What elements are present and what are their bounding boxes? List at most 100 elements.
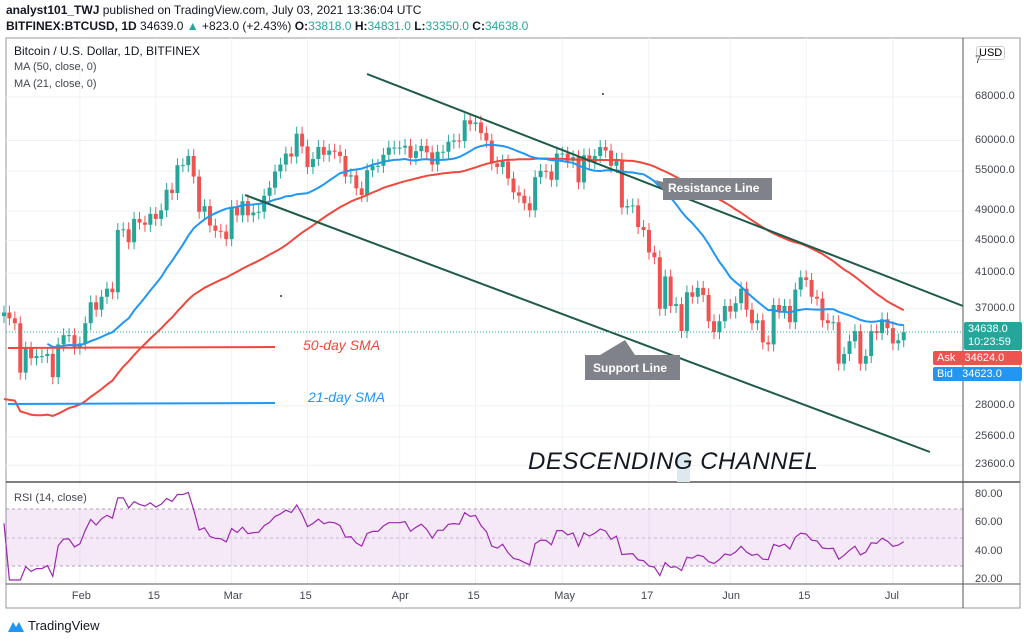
candle bbox=[489, 140, 494, 164]
candle bbox=[310, 159, 315, 168]
candle bbox=[852, 331, 857, 342]
candle bbox=[614, 159, 619, 166]
candle bbox=[115, 230, 120, 293]
candle bbox=[793, 289, 798, 323]
candle bbox=[646, 230, 651, 253]
tradingview-icon bbox=[8, 621, 24, 632]
ma50-legend[interactable]: MA (50, close, 0) bbox=[14, 61, 97, 73]
candle bbox=[549, 171, 554, 180]
candle bbox=[164, 189, 169, 211]
candle bbox=[771, 305, 776, 345]
candle bbox=[121, 229, 126, 231]
candle bbox=[652, 252, 657, 258]
candle bbox=[630, 205, 635, 207]
ma21-line bbox=[46, 143, 904, 349]
candle bbox=[191, 155, 196, 177]
rsi-legend[interactable]: RSI (14, close) bbox=[14, 492, 87, 504]
candle bbox=[668, 276, 673, 306]
candle bbox=[148, 213, 153, 225]
c-label: C: bbox=[472, 19, 485, 33]
marker-dot bbox=[602, 93, 604, 95]
tradingview-logo[interactable]: TradingView bbox=[8, 618, 100, 633]
candle bbox=[787, 305, 792, 323]
publish-info: analyst101_TWJ published on TradingView.… bbox=[6, 3, 421, 17]
candle bbox=[354, 175, 359, 189]
candle bbox=[576, 157, 581, 183]
candle bbox=[61, 335, 66, 345]
candle bbox=[245, 201, 250, 216]
price-tick: 68000.0 bbox=[975, 90, 1015, 102]
candle bbox=[587, 155, 592, 163]
candle bbox=[538, 170, 543, 178]
rsi-tick: 80.00 bbox=[975, 488, 1003, 500]
candle bbox=[533, 177, 538, 211]
candle bbox=[343, 155, 348, 177]
ma21-legend[interactable]: MA (21, close, 0) bbox=[14, 78, 97, 90]
last-price-value: 34638.0 bbox=[968, 323, 1008, 335]
symbol-bar: BITFINEX:BTCUSD, 1D 34639.0 ▲ +823.0 (+2… bbox=[6, 19, 528, 33]
candle bbox=[397, 147, 402, 149]
candle bbox=[592, 155, 597, 163]
candle bbox=[798, 277, 803, 290]
price-tick: 45000.0 bbox=[975, 233, 1015, 246]
date-tick: 15 bbox=[798, 590, 811, 602]
candle bbox=[603, 146, 608, 151]
candle bbox=[885, 319, 890, 329]
currency-button[interactable]: USD bbox=[976, 46, 1006, 60]
candle bbox=[197, 176, 202, 212]
date-tick: 15 bbox=[299, 590, 312, 602]
candle bbox=[56, 344, 61, 378]
resistance-callout[interactable] bbox=[655, 178, 772, 200]
candle bbox=[836, 322, 841, 364]
candle bbox=[39, 356, 44, 358]
candle bbox=[435, 151, 440, 165]
rsi-tick: 60.00 bbox=[975, 516, 1003, 529]
candle bbox=[625, 206, 630, 208]
candle bbox=[110, 288, 115, 293]
candle bbox=[777, 305, 782, 312]
candle bbox=[327, 150, 332, 155]
date-tick: May bbox=[554, 590, 576, 602]
date-tick: Apr bbox=[391, 590, 409, 602]
last-price: 34639.0 bbox=[140, 19, 184, 33]
sma21-marker-line[interactable] bbox=[7, 402, 276, 405]
candle bbox=[218, 230, 223, 232]
sma50-marker-line[interactable] bbox=[7, 346, 276, 349]
candle bbox=[831, 322, 836, 324]
support-callout[interactable] bbox=[585, 340, 680, 380]
candle bbox=[7, 312, 12, 319]
candle bbox=[565, 153, 570, 161]
candle bbox=[554, 153, 559, 180]
candle bbox=[50, 353, 55, 378]
candle bbox=[12, 318, 17, 324]
low: 33350.0 bbox=[425, 19, 469, 33]
candle bbox=[679, 304, 684, 332]
candle bbox=[365, 170, 370, 196]
rsi-tick: 40.00 bbox=[975, 544, 1003, 557]
close: 34638.0 bbox=[484, 19, 529, 33]
candle bbox=[294, 133, 299, 157]
candle bbox=[527, 203, 532, 211]
candle bbox=[500, 161, 505, 168]
support-trendline[interactable] bbox=[244, 194, 931, 453]
candle bbox=[67, 335, 72, 337]
price-tick: 37000.0 bbox=[975, 301, 1015, 314]
resistance-label: Resistance Line bbox=[668, 181, 760, 195]
candle bbox=[701, 287, 706, 295]
candle bbox=[283, 153, 288, 165]
candle bbox=[863, 356, 868, 364]
candle bbox=[690, 292, 695, 297]
sma50-label: 50-day SMA bbox=[303, 337, 381, 353]
candle bbox=[99, 296, 104, 310]
candle bbox=[240, 201, 245, 216]
candle bbox=[901, 332, 906, 341]
candle bbox=[170, 189, 175, 194]
candle bbox=[744, 288, 749, 310]
candle bbox=[348, 175, 353, 177]
candle bbox=[273, 171, 277, 188]
date-tick: 17 bbox=[640, 590, 654, 602]
candle bbox=[386, 147, 391, 155]
candle bbox=[478, 122, 483, 134]
candle bbox=[175, 165, 180, 194]
